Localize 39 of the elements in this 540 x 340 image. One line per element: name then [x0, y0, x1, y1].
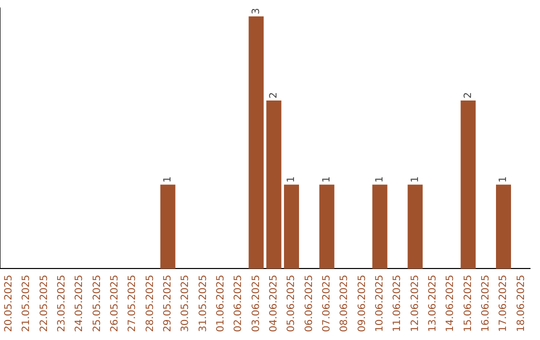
x-tick-label: 23.05.2025: [56, 274, 68, 332]
x-tick-label: 25.05.2025: [92, 274, 103, 332]
x-tick-label: 29.05.2025: [162, 274, 174, 332]
data-label: 2: [268, 92, 280, 99]
x-tick-label: 10.06.2025: [374, 274, 386, 332]
x-tick-label: 22.05.2025: [38, 274, 50, 332]
x-tick-label: 14.06.2025: [445, 274, 456, 332]
x-tick-label: 08.06.2025: [339, 274, 350, 332]
x-tick-label: 11.06.2025: [392, 274, 404, 332]
x-tick-label: 12.06.2025: [410, 274, 421, 332]
x-tick-label: 24.05.2025: [74, 274, 86, 332]
x-tick-label: 27.05.2025: [127, 274, 138, 332]
x-tick-label: 20.05.2025: [3, 274, 14, 332]
data-label: 1: [286, 176, 298, 183]
x-tick-label: 04.06.2025: [268, 274, 280, 332]
x-tick-label: 09.06.2025: [356, 274, 368, 332]
data-label: 3: [250, 8, 262, 14]
x-tick-label: 02.06.2025: [233, 274, 244, 332]
x-tick-label: 07.06.2025: [321, 274, 332, 332]
x-tick-label: 06.06.2025: [304, 274, 315, 332]
x-tick-label: 26.05.2025: [109, 274, 120, 332]
x-tick-label: 28.05.2025: [144, 274, 156, 332]
x-tick-label: 30.05.2025: [180, 274, 192, 332]
x-tick-label: 17.06.2025: [498, 274, 510, 332]
data-label: 1: [374, 176, 386, 183]
x-tick-label: 13.06.2025: [427, 274, 438, 332]
data-label: 2: [462, 92, 474, 99]
x-tick-label: 05.06.2025: [286, 274, 298, 332]
data-label: 1: [498, 176, 510, 183]
data-label: 1: [321, 176, 332, 183]
x-tick-label: 01.06.2025: [215, 274, 226, 332]
x-tick-label: 18.06.2025: [516, 274, 527, 332]
data-label: 1: [162, 176, 174, 183]
x-tick-label: 03.06.2025: [250, 274, 262, 332]
x-tick-label: 16.06.2025: [480, 274, 492, 332]
x-tick-label: 31.05.2025: [198, 274, 209, 332]
x-tick-label: 15.06.2025: [462, 274, 474, 332]
data-label: 1: [410, 176, 421, 183]
x-tick-label: 21.05.2025: [21, 274, 32, 332]
